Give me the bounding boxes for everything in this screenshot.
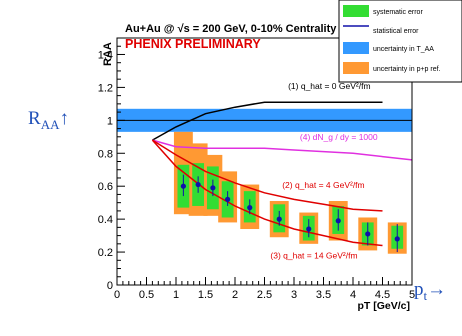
theory-curve [152, 101, 383, 141]
x-tick-label: 1.5 [198, 289, 213, 301]
pt-side-label: pt→ [414, 279, 446, 304]
data-point [247, 205, 253, 211]
theory-curve [152, 139, 383, 212]
y-tick-label: 0 [107, 280, 113, 292]
curve-label: (3) q_hat = 14 GeV²/fm [270, 251, 357, 261]
x-tick-label: 2.5 [257, 289, 272, 301]
data-point [306, 226, 312, 232]
up-arrow-icon: ↑ [59, 108, 69, 129]
raa-side-label: RAA↑ [28, 108, 69, 133]
y-tick-label: 0.6 [98, 181, 113, 193]
legend-label: uncertainty in p+p ref. [373, 66, 441, 73]
x-tick-label: 5 [409, 289, 415, 301]
legend-label: statistical error [373, 28, 419, 35]
curve-label: (4) dN_g / dy = 1000 [300, 132, 378, 142]
chart-title: Au+Au @ √s = 200 GeV, 0-10% Centrality [125, 23, 337, 35]
x-axis-title: pT [GeV/c] [357, 300, 410, 312]
data-point [210, 185, 216, 191]
y-tick-label: 0.2 [98, 247, 113, 259]
x-tick-label: 0.5 [139, 289, 154, 301]
data-point [365, 231, 371, 237]
x-tick-label: 1 [173, 289, 179, 301]
curve-label: (2) q_hat = 4 GeV²/fm [282, 180, 364, 190]
data-point [195, 181, 201, 188]
x-tick-label: 2 [232, 289, 238, 301]
y-tick-label: 0.4 [98, 214, 113, 226]
x-tick-label: 3.5 [316, 289, 331, 301]
y-axis-title: RAA [102, 42, 114, 66]
data-point [180, 183, 186, 189]
preliminary-tag: PHENIX PRELIMINARY [125, 37, 261, 51]
y-tick-label: 1 [107, 115, 113, 127]
data-point [335, 218, 341, 224]
theory-curve [151, 139, 383, 247]
data-point [225, 196, 231, 202]
x-tick-label: 4 [350, 289, 356, 301]
legend-label: systematic error [373, 9, 423, 16]
curve-label: (1) q_hat = 0 GeV²/fm [288, 81, 370, 91]
raa-side-main: R [28, 108, 41, 129]
data-point [276, 216, 282, 222]
pt-side-main: p [414, 279, 424, 300]
y-tick-label: 0.8 [98, 148, 113, 160]
legend-swatch [343, 42, 369, 54]
legend-swatch [343, 62, 369, 74]
data-point [394, 236, 400, 242]
theory-curve [152, 139, 413, 161]
legend-swatch [343, 5, 369, 17]
pt-side-sub: t [423, 287, 428, 303]
x-tick-label: 3 [291, 289, 297, 301]
x-tick-label: 0 [114, 289, 120, 301]
y-tick-label: 1.4 [98, 49, 113, 61]
raa-side-sub: AA [40, 116, 60, 132]
legend-label: uncertainty in T_AA [373, 46, 434, 53]
right-arrow-icon: → [427, 279, 447, 300]
x-tick-label: 4.5 [375, 289, 390, 301]
y-tick-label: 1.2 [98, 82, 113, 94]
